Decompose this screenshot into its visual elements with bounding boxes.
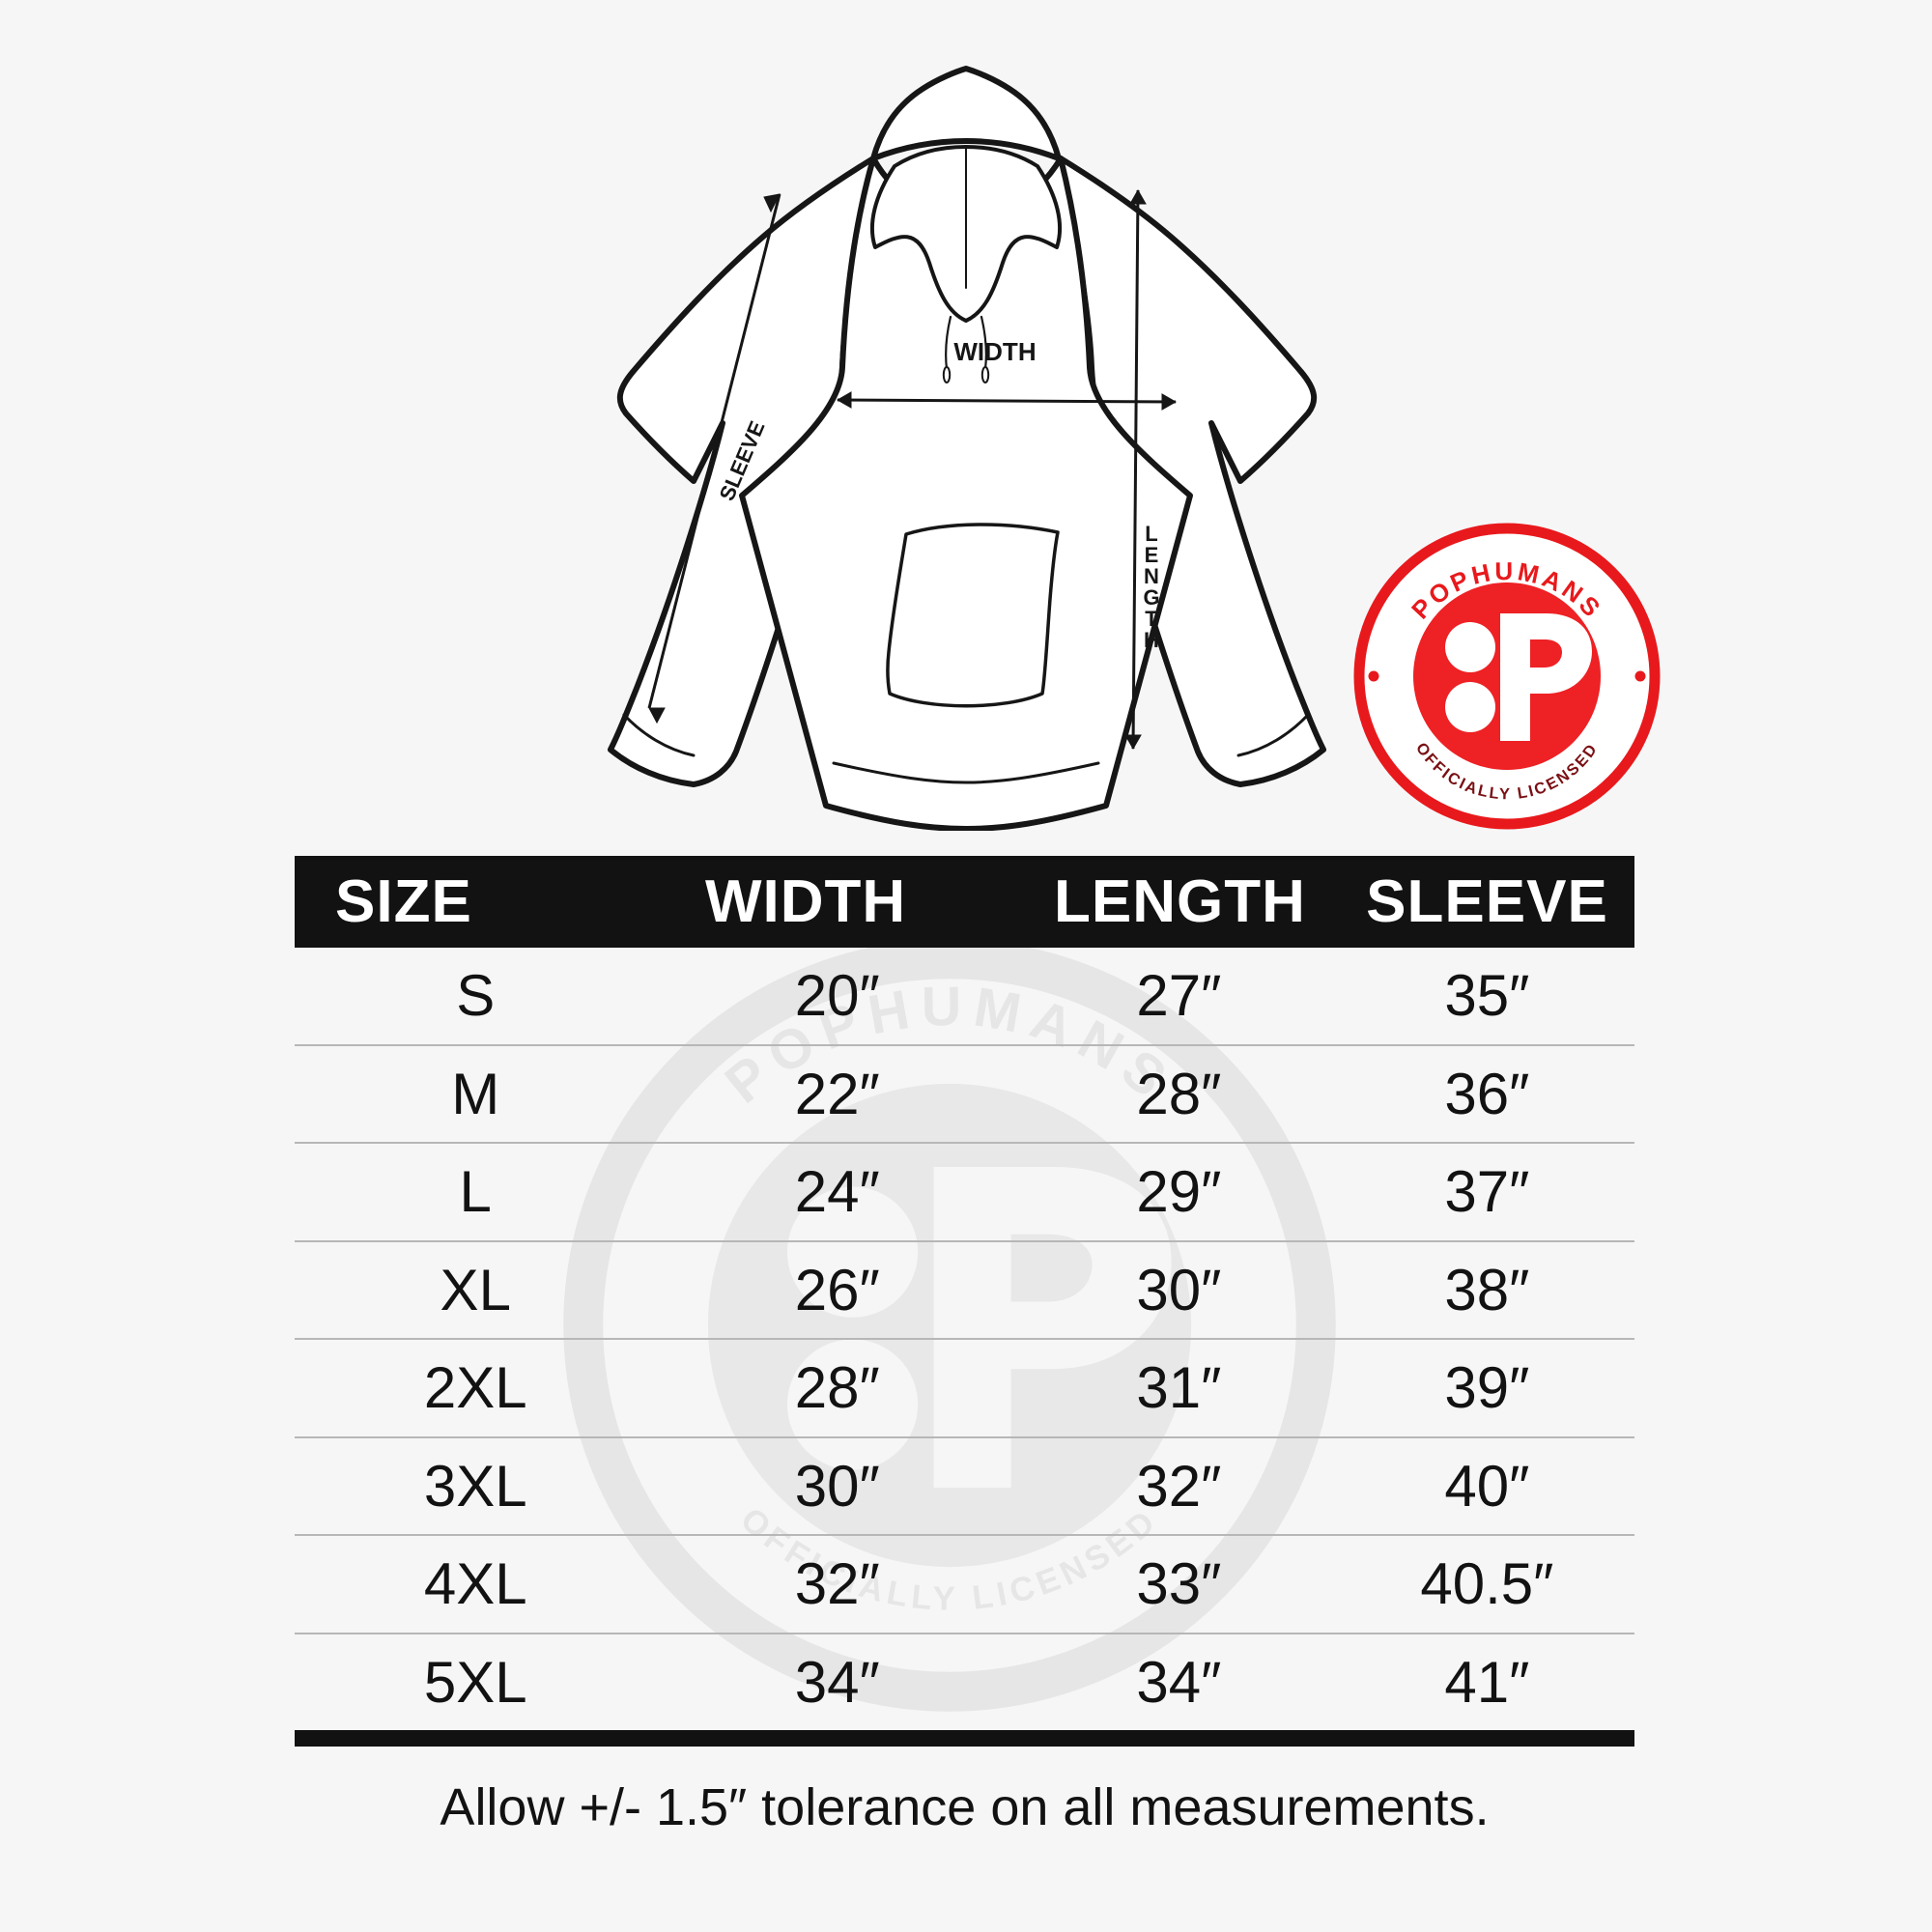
- svg-text:WIDTH: WIDTH: [953, 337, 1036, 366]
- svg-text:H: H: [1144, 628, 1159, 652]
